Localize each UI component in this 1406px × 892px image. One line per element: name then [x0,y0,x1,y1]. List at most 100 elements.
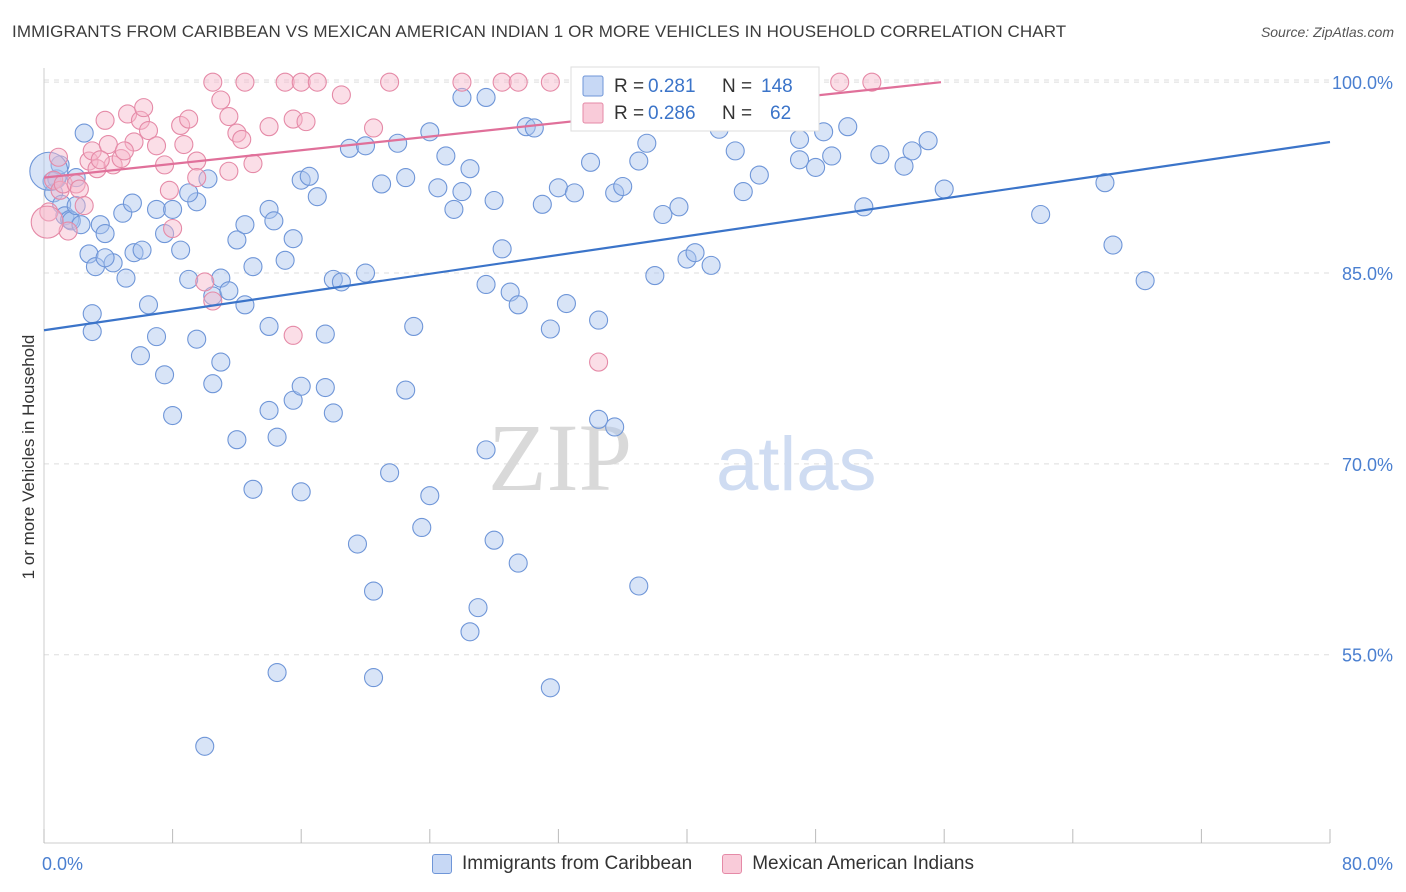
data-point [685,243,705,263]
data-point [452,72,472,92]
data-point [90,150,110,170]
legend-n-label: N = [722,76,752,97]
data-point [259,117,279,137]
data-point [556,294,576,314]
data-point [460,622,480,642]
data-point [219,161,239,181]
data-point [452,87,472,107]
data-point [113,203,133,223]
data-point [605,183,625,203]
data-point [291,482,311,502]
data-point [171,115,191,135]
watermark: ZIP atlas [488,404,877,511]
data-point [82,304,102,324]
legend-r-value: 0.286 [648,103,696,124]
data-point [163,405,183,426]
data-point [227,230,247,250]
data-point [918,131,938,151]
data-point [870,145,890,165]
data-point [436,146,456,166]
y-axis-label: 1 or more Vehicles in Household [19,335,38,580]
data-point [396,168,416,188]
data-point [653,204,673,225]
series-legend: Immigrants from Caribbean Mexican Americ… [0,852,1406,876]
data-point [174,134,194,155]
data-point [339,138,359,158]
data-point [264,211,284,231]
data-point [187,168,207,188]
data-point [508,72,528,92]
data-point [315,324,335,344]
legend-swatch-blue [582,75,604,97]
data-point [629,151,649,171]
data-point [1135,271,1155,291]
data-point [259,316,279,337]
data-point [227,430,247,450]
data-point [894,156,914,176]
legend-r-label: R = [614,103,644,124]
data-point [934,179,954,199]
data-point [806,157,826,177]
data-point [412,517,432,538]
data-point [122,193,142,213]
data-point [701,255,721,275]
data-point [48,147,69,167]
data-point [428,178,448,198]
stats-legend: R = 0.281 N = 148 R = 0.286 N = 62 [570,66,820,132]
data-point [902,141,922,161]
data-point [179,269,199,289]
data-point [219,106,239,127]
data-point [492,72,512,92]
data-point [124,243,144,263]
data-point [79,244,99,264]
data-point [134,98,154,118]
watermark-atlas: atlas [716,422,877,507]
data-point [589,310,609,330]
data-point [163,218,183,239]
legend-item-caribbean[interactable]: Immigrants from Caribbean [432,853,692,875]
data-point [235,215,255,235]
data-point [267,662,287,683]
data-point [171,240,191,260]
data-point [355,136,376,156]
x-tick-labels: 0.0% 80.0% [42,854,1393,874]
data-point [589,409,609,429]
data-point [789,150,810,170]
x-tick-label: 0.0% [42,854,83,874]
data-point [130,110,150,130]
data-point [259,400,279,420]
data-point [468,598,488,618]
data-point [396,380,416,400]
data-point [259,199,279,219]
trend-line-caribbean [43,140,1331,332]
data-point [645,266,665,286]
data-point [822,146,842,166]
data-point [138,295,159,315]
data-point [283,325,303,345]
data-point [725,141,745,161]
data-point [363,118,384,138]
y-tick-label: 55.0% [1342,646,1393,666]
legend-n-value: 62 [770,103,791,124]
data-point [267,427,287,447]
data-point-cluster [30,205,64,239]
legend-item-mexican[interactable]: Mexican American Indians [722,853,974,875]
data-point [789,129,810,149]
data-point [492,239,512,259]
data-point [749,165,769,185]
data-point [74,123,94,143]
data-point [232,129,252,149]
data-point [372,174,392,194]
data-point [444,199,464,219]
legend-swatch-mexican [722,854,743,874]
data-point [347,534,368,554]
data-point [830,72,850,92]
data-point [159,180,179,200]
data-point [146,199,167,219]
data-point [363,581,384,601]
data-point [132,240,152,260]
data-point [296,112,316,132]
data-point [291,376,311,396]
data-point [580,152,601,172]
